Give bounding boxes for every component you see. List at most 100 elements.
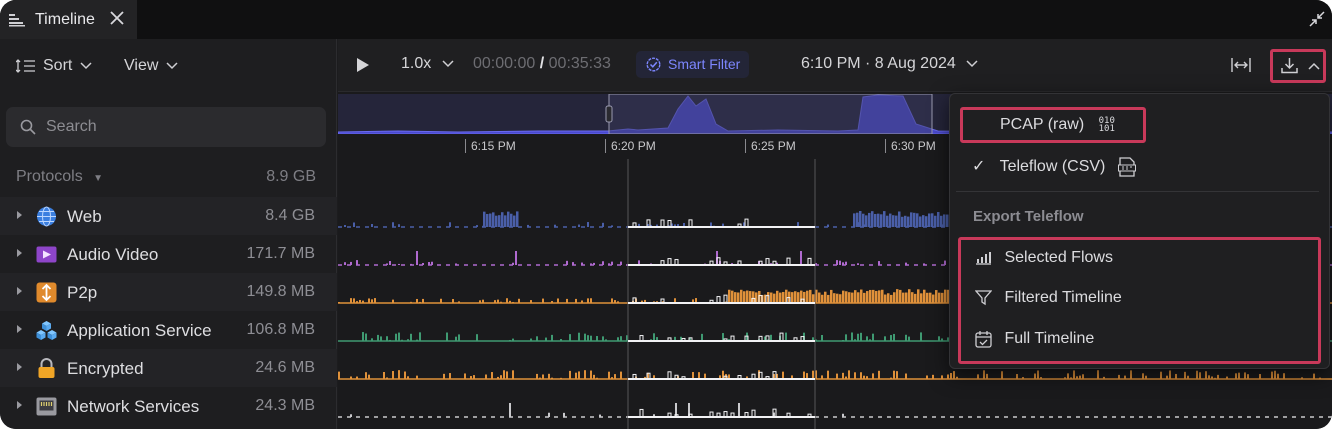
app-service-activity-bar	[389, 339, 391, 341]
close-icon[interactable]	[109, 10, 125, 26]
sort-button[interactable]: Sort	[16, 57, 92, 75]
encrypted-activity-bar	[620, 371, 622, 379]
protocol-row-network-services[interactable]: Network Services 24.3 MB	[0, 387, 337, 425]
audio-video-selected-bar	[667, 258, 672, 266]
app-service-activity-bar	[854, 339, 856, 341]
protocol-row-audio-video[interactable]: Audio Video 171.7 MB	[0, 235, 337, 273]
expand-caret-icon[interactable]	[17, 325, 22, 333]
p2p-activity-bar	[581, 300, 583, 303]
protocol-row-encrypted[interactable]: Encrypted 24.6 MB	[0, 349, 337, 387]
tab-timeline[interactable]: Timeline	[0, 0, 137, 39]
app-service-activity-bar	[920, 332, 922, 341]
expand-caret-icon[interactable]	[17, 287, 22, 295]
network-spike	[675, 403, 677, 417]
p2p-activity-bar	[509, 300, 511, 303]
protocol-row-web[interactable]: Web 8.4 GB	[0, 197, 337, 235]
protocol-row-p2p[interactable]: P2p 149.8 MB	[0, 273, 337, 311]
audio-video-activity-bar	[572, 262, 574, 265]
web-activity-bar	[871, 211, 874, 227]
encrypted-activity-bar	[1124, 375, 1126, 379]
encrypted-activity-bar	[1199, 372, 1201, 379]
p2p-activity-bar	[806, 290, 809, 303]
checkmark-icon: ✓	[972, 158, 986, 175]
encrypted-activity-bar	[704, 373, 706, 379]
teleflow-csv-label: Teleflow (CSV)	[999, 158, 1106, 175]
download-button[interactable]	[1270, 49, 1326, 83]
audio-video-activity-bar	[581, 262, 583, 265]
p2p-activity-bar	[494, 300, 496, 303]
protocols-header[interactable]: Protocols ▼ 8.9 GB	[16, 168, 316, 186]
encrypted-activity-bar	[1211, 376, 1213, 379]
encrypted-activity-bar	[449, 373, 451, 379]
p2p-activity-bar	[866, 291, 869, 303]
encrypted-activity-bar	[932, 374, 934, 379]
menu-item-pcap[interactable]: PCAP (raw) 010 101	[1000, 116, 1115, 134]
search-input[interactable]: Search	[6, 107, 326, 147]
network-selected-bar	[667, 412, 672, 418]
p2p-activity-bar	[752, 291, 755, 303]
play-icon[interactable]	[356, 57, 370, 73]
expand-caret-icon[interactable]	[17, 211, 22, 219]
p2p-activity-bar	[791, 292, 794, 303]
smart-filter-button[interactable]: Smart Filter	[636, 51, 749, 78]
p2p-activity-bar	[362, 300, 364, 303]
timeline-icon	[9, 14, 25, 27]
encrypted-activity-bar	[614, 374, 616, 379]
app-service-activity-bar	[893, 333, 895, 341]
app-service-activity-bar	[398, 332, 400, 341]
expand-caret-icon[interactable]	[17, 249, 22, 257]
web-activity-bar	[880, 214, 883, 227]
collapse-icon[interactable]	[1309, 11, 1325, 27]
app-service-activity-bar	[845, 334, 847, 341]
time-axis: 6:15 PM 6:20 PM 6:25 PM 6:30 PM	[338, 135, 1332, 157]
menu-item-selected-flows[interactable]: Selected Flows	[975, 249, 1113, 267]
encrypted-activity-bar	[539, 377, 541, 379]
menu-item-full-timeline[interactable]: Full Timeline	[975, 330, 1094, 348]
p2p-activity-bar	[641, 300, 643, 303]
web-activity-bar	[392, 222, 394, 227]
encrypted-activity-bar	[443, 373, 445, 379]
encrypted-activity-bar	[1016, 374, 1018, 379]
encrypted-activity-bar	[416, 375, 418, 379]
app-service-selected-bar	[639, 335, 644, 342]
protocol-name: Network Services	[67, 397, 200, 416]
web-selected-bar	[646, 219, 651, 228]
encrypted-activity-bar	[503, 370, 505, 379]
protocol-tracks[interactable]	[338, 159, 1332, 429]
web-activity-bar	[486, 213, 489, 227]
encrypted-activity-bar	[1169, 370, 1171, 379]
audio-video-activity-bar	[389, 261, 391, 265]
app-service-activity-bar	[722, 333, 724, 341]
menu-item-teleflow-csv[interactable]: ✓ Teleflow (CSV)	[972, 156, 1136, 177]
encrypted-activity-bar	[1037, 370, 1039, 379]
web-selected-bar	[660, 219, 665, 228]
expand-caret-icon[interactable]	[17, 363, 22, 371]
protocol-row-application-service[interactable]: Application Service 106.8 MB	[0, 311, 337, 349]
app-service-activity-bar	[386, 336, 388, 341]
app-service-activity-bar	[569, 334, 571, 341]
p2p-activity-bar	[419, 301, 421, 303]
p2p-activity-bar	[836, 293, 839, 303]
menu-item-filtered-timeline[interactable]: Filtered Timeline	[974, 289, 1122, 307]
p2p-activity-bar	[740, 289, 743, 303]
encrypted-activity-bar	[1073, 370, 1075, 379]
web-activity-bar	[647, 224, 649, 227]
p2p-activity-bar	[416, 298, 418, 303]
speed-selector[interactable]: 1.0x	[401, 55, 454, 73]
encrypted-activity-bar	[698, 372, 700, 379]
p2p-activity-bar	[932, 294, 935, 303]
app-service-activity-bar	[815, 339, 817, 341]
datetime-selector[interactable]: 6:10 PM · 8 Aug 2024	[801, 55, 978, 73]
p2p-activity-bar	[794, 291, 797, 303]
view-button[interactable]: View	[124, 57, 178, 75]
encrypted-activity-bar	[596, 377, 598, 379]
expand-caret-icon[interactable]	[17, 401, 22, 409]
web-activity-bar	[501, 212, 504, 227]
app-service-activity-bar	[530, 338, 532, 341]
web-activity-bar	[677, 224, 679, 227]
web-activity-bar	[859, 211, 862, 227]
app-service-activity-bar	[617, 337, 619, 341]
fit-width-icon[interactable]	[1231, 57, 1251, 73]
p2p-activity-bar	[815, 289, 818, 303]
encrypted-activity-bar	[1205, 371, 1207, 379]
